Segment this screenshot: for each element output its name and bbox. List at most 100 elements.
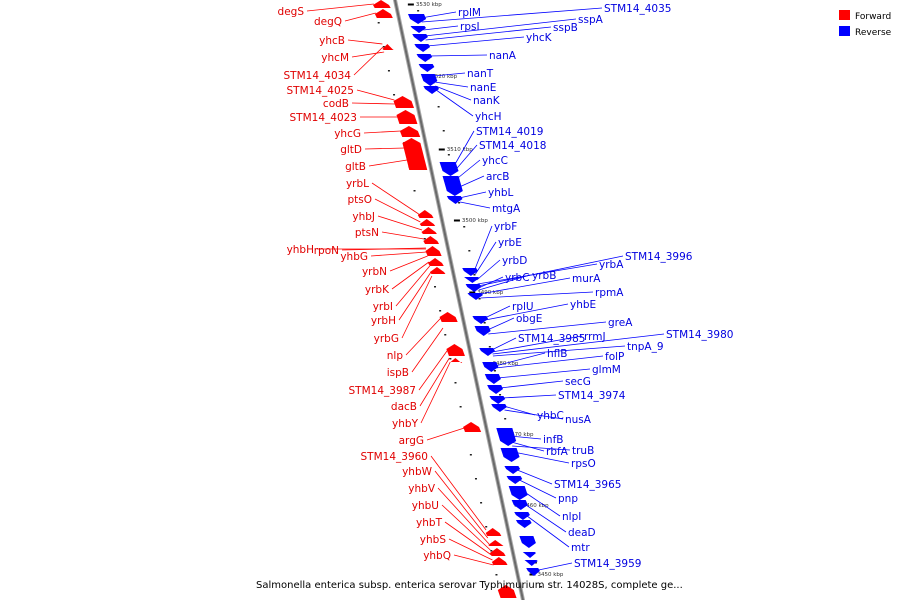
reverse-gene-label: yrbA [599,259,624,271]
minor-tick [444,334,447,336]
forward-gene-label: yhbQ [423,550,451,562]
reverse-gene-glyph [504,466,521,474]
forward-leader-line [377,215,423,231]
reverse-gene-glyph [442,176,463,196]
forward-gene-label: dacB [391,401,417,413]
reverse-gene-label: STM14_3974 [558,390,626,402]
reverse-gene-glyph [446,196,463,204]
reverse-gene-label: rbfA [546,446,569,458]
forward-leader-line [351,51,385,58]
reverse-leader-line [492,335,583,353]
reverse-gene-label: yhbE [570,299,596,311]
forward-leader-line [389,255,428,272]
forward-leader-line [381,231,425,240]
reverse-gene-glyph [479,348,495,356]
reverse-gene-label: folP [605,351,624,363]
forward-gene-label: yrbL [346,178,369,190]
reverse-leader-line [484,305,511,319]
minor-tick [463,226,466,228]
reverse-gene-label: secG [565,376,591,388]
forward-gene-label: yhcM [321,52,349,64]
reverse-gene-label: STM14_3996 [625,251,693,263]
forward-gene-glyph [402,138,428,170]
reverse-leader-line [434,81,469,88]
reverse-leader-line [491,337,517,351]
reverse-leader-line [478,274,531,291]
minor-tick [459,406,462,408]
reverse-leader-line [478,276,504,289]
reverse-gene-label: nanT [467,68,494,80]
reverse-leader-line [492,345,626,357]
forward-gene-label: yhbG [340,251,368,263]
tick-label: 3450 kbp [537,572,563,578]
minor-tick [454,382,457,384]
minor-tick [442,130,445,132]
reverse-gene-label: rpmA [595,287,624,299]
forward-gene-label: yrbI [373,301,393,313]
reverse-gene-label: nanA [489,50,517,62]
minor-tick [387,70,390,72]
reverse-leader-line [453,144,478,173]
forward-leader-line [418,349,448,391]
reverse-gene-label: yhbL [488,187,514,199]
minor-tick [417,10,420,12]
forward-leader-line [405,317,442,356]
reverse-gene-label: pnp [558,493,578,505]
reverse-leader-line [494,352,546,367]
forward-gene-glyph [399,126,421,137]
minor-tick [499,394,502,396]
forward-leader-line [395,265,431,307]
reverse-leader-line [479,277,571,295]
forward-gene-glyph [421,227,437,234]
reverse-leader-line [480,291,594,299]
reverse-leader-line [476,259,501,281]
reverse-gene-glyph [484,374,501,384]
forward-leader-line [430,455,487,531]
reverse-leader-line [509,435,542,440]
reverse-gene-glyph [410,26,427,33]
minor-tick [413,190,416,192]
reverse-gene-label: STM14_3980 [666,329,733,341]
minor-tick [504,418,507,420]
reverse-gene-glyph [439,162,459,176]
forward-gene-glyph [396,110,418,124]
tick-label: 3520 kbp [431,74,457,80]
forward-gene-glyph [439,312,458,322]
reverse-gene-label: mtr [571,542,590,554]
reverse-gene-glyph [519,536,536,548]
legend-forward-label: Forward [855,12,891,22]
forward-gene-glyph [382,44,394,50]
forward-leader-line [420,361,451,424]
forward-leader-line [411,327,444,373]
forward-gene-glyph [446,344,465,356]
minor-tick [468,250,471,252]
forward-gene-label: yrbG [374,333,399,345]
forward-gene-label: yhbT [416,517,443,529]
forward-gene-label: STM14_4034 [284,70,352,82]
tick-label: 3490 kbp [477,290,503,296]
reverse-gene-glyph [467,293,483,300]
reverse-gene-label: nanE [470,82,496,94]
genome-axis-layer [392,0,526,600]
forward-gene-label: yhbJ [352,211,375,223]
reverse-leader-line [426,36,525,47]
forward-gene-label: yhcG [334,128,361,140]
forward-gene-label: yrbH [371,315,396,327]
forward-leader-line [368,159,408,167]
reverse-leader-line [485,303,569,321]
minor-tick [447,154,450,156]
minor-tick [534,562,537,564]
forward-gene-label: yhbY [392,418,419,430]
tick-label: 3460 kbp [523,503,549,509]
reverse-gene-label: sspA [578,14,604,26]
reverse-leader-line [512,445,571,451]
forward-leader-line [374,198,421,223]
reverse-leader-line [477,255,624,287]
minor-tick [437,106,440,108]
forward-gene-label: gltB [345,161,366,173]
reverse-gene-label: STM14_4019 [476,126,543,138]
reverse-gene-label: sspB [553,22,578,34]
legend: Forward Reverse [839,10,892,38]
forward-gene-glyph [491,557,508,565]
reverse-gene-label: STM14_3965 [554,479,621,491]
